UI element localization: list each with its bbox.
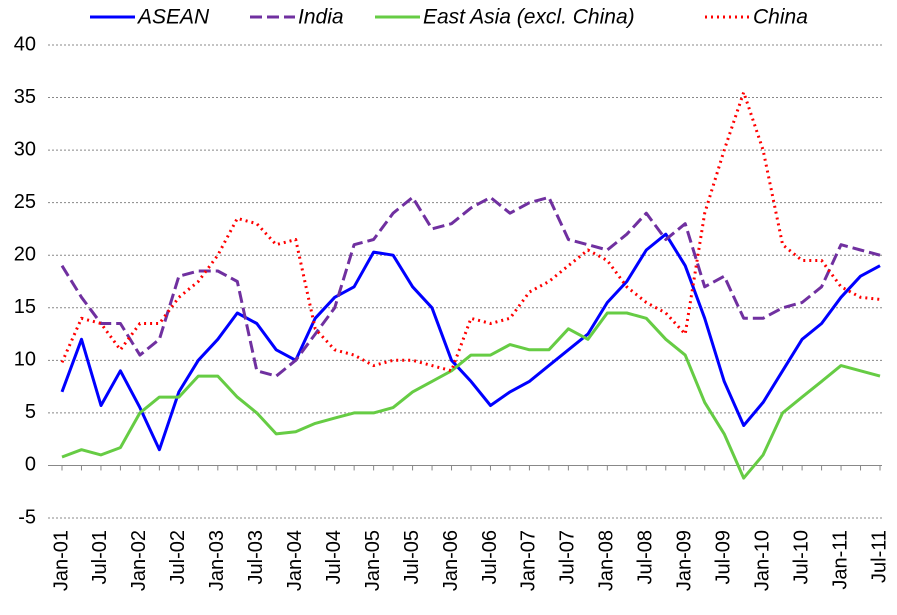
- y-tick-label: 10: [14, 349, 36, 371]
- x-tick-label: Jul-03: [245, 530, 267, 584]
- y-tick-label: 40: [14, 33, 36, 55]
- x-tick-label: Jul-06: [479, 530, 501, 584]
- legend-label: East Asia (excl. China): [423, 6, 635, 29]
- x-tick-label: Jan-09: [674, 530, 696, 591]
- y-tick-label: 25: [14, 191, 36, 213]
- series-line: [60, 195, 881, 378]
- series-line: [60, 232, 881, 452]
- y-tick-label: 20: [14, 244, 36, 266]
- x-tick-label: Jul-11: [868, 530, 890, 583]
- x-tick-label: Jan-11: [829, 530, 851, 590]
- y-tick-label: 30: [14, 138, 36, 160]
- x-tick-label: Jul-07: [557, 530, 579, 584]
- series-line: [60, 90, 881, 373]
- legend-label: ASEAN: [136, 6, 210, 29]
- x-tick-label: Jul-01: [89, 530, 111, 584]
- y-tick-label: 35: [14, 86, 36, 108]
- legend-label: China: [753, 6, 808, 29]
- y-tick-label: 5: [25, 401, 36, 423]
- x-tick-label: Jul-04: [323, 530, 345, 584]
- x-tick-label: Jul-02: [167, 530, 189, 584]
- x-tick-label: Jan-02: [128, 530, 150, 591]
- y-tick-label: 15: [14, 296, 36, 318]
- x-tick-label: Jul-10: [790, 530, 812, 584]
- y-tick-label: -5: [18, 506, 36, 528]
- y-tick-label: 0: [25, 454, 36, 476]
- x-tick-label: Jan-07: [518, 530, 540, 591]
- x-tick-label: Jan-10: [751, 530, 773, 591]
- x-tick-label: Jan-01: [50, 530, 72, 591]
- legend-label: India: [298, 6, 344, 29]
- x-tick-label: Jan-04: [284, 530, 306, 591]
- x-tick-label: Jan-06: [440, 530, 462, 591]
- x-tick-label: Jan-08: [596, 530, 618, 591]
- x-tick-label: Jan-03: [206, 530, 228, 591]
- x-tick-label: Jul-08: [635, 530, 657, 584]
- series-line: [61, 311, 881, 480]
- x-tick-label: Jul-05: [401, 530, 423, 584]
- x-tick-label: Jan-05: [362, 530, 384, 591]
- x-tick-label: Jul-09: [712, 530, 734, 584]
